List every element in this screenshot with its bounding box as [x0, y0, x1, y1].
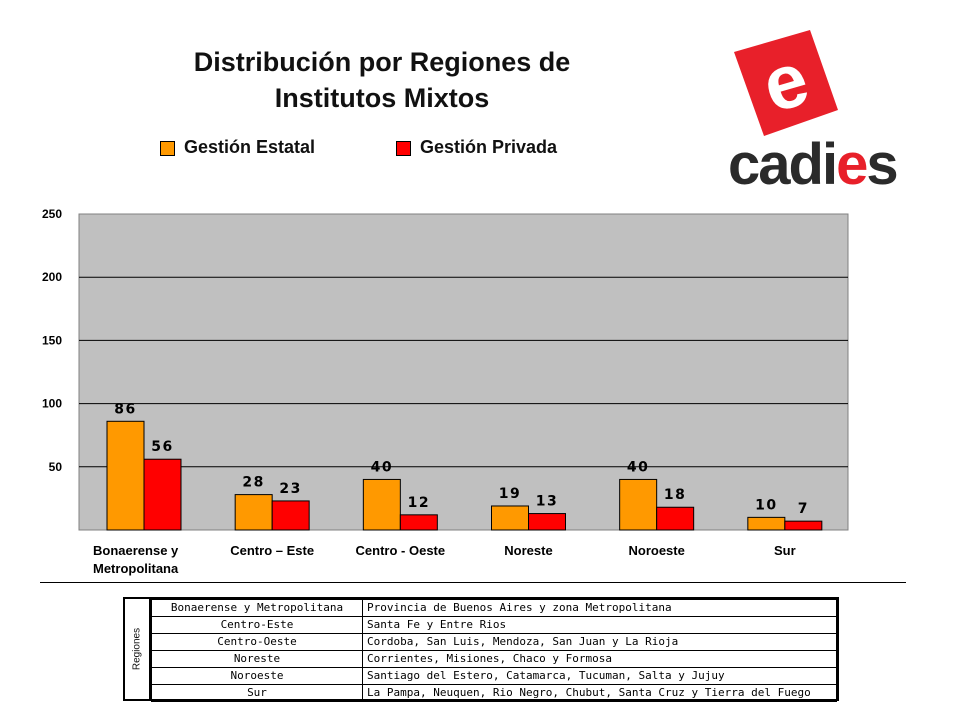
- bars: [106, 420, 823, 531]
- logo-red-square: [734, 30, 838, 136]
- region-name: Noreste: [151, 650, 363, 668]
- x-tick-label-line: Metropolitana: [93, 561, 179, 576]
- bar-privada: [399, 514, 438, 531]
- bar-chart: 86 56 28 23 40 12 19 13 40 18 10 7 50 100 150 200 250 B…: [42, 207, 849, 576]
- x-tick-label: Sur: [774, 543, 796, 558]
- bar-privada: [528, 513, 566, 531]
- bar-estatal: [362, 478, 401, 531]
- bar-estatal: [747, 516, 786, 531]
- x-tick-label-line: Sur: [774, 543, 796, 558]
- region-provinces: Corrientes, Misiones, Chaco y Formosa: [362, 650, 837, 668]
- legend-label-estatal: Gestión Estatal: [184, 137, 316, 157]
- y-tick-label: 50: [49, 460, 63, 474]
- logo-word-end: s: [866, 132, 896, 194]
- table-row: Centro-Este Santa Fe y Entre Rios: [151, 616, 837, 634]
- table-row: Sur La Pampa, Neuquen, Rio Negro, Chubut…: [151, 684, 837, 702]
- bar-value-label: 40: [627, 459, 649, 475]
- bar-value-label: 56: [151, 439, 173, 455]
- logo-word-accent: e: [836, 132, 867, 194]
- cadies-logo: e cadies: [728, 30, 899, 194]
- x-axis-labels: Bonaerense y Metropolitana Centro – Este Ce…: [93, 543, 796, 576]
- x-tick-label-line: Bonaerense y: [93, 543, 179, 558]
- x-tick-label-line: Noroeste: [628, 543, 684, 558]
- x-tick-label-line: Centro - Oeste: [356, 543, 446, 558]
- y-axis-ticks: 50 100 150 200 250: [42, 207, 62, 474]
- regions-side-label-cell: Regiones: [125, 599, 151, 699]
- bar-privada: [784, 520, 823, 531]
- x-tick-label: Noreste: [504, 543, 552, 558]
- bar-estatal: [619, 478, 658, 531]
- bar-value-label: 28: [242, 475, 264, 491]
- x-tick-label: Noroeste: [628, 543, 684, 558]
- chart-title-line-2: Institutos Mixtos: [274, 83, 490, 113]
- bar-value-label: 19: [499, 486, 521, 502]
- value-labels: 86 56 28 23 40 12 19 13 40 18 10 7: [114, 401, 809, 517]
- x-tick-label: Centro - Oeste: [356, 543, 446, 558]
- x-tick-label: Centro – Este: [230, 543, 314, 558]
- region-provinces: Cordoba, San Luis, Mendoza, San Juan y L…: [362, 633, 837, 651]
- bar-value-label: 18: [664, 487, 686, 503]
- bar-privada: [271, 500, 310, 531]
- y-tick-label: 100: [42, 397, 62, 411]
- y-tick-label: 200: [42, 270, 62, 284]
- bar-value-label: 13: [536, 494, 558, 510]
- region-name: Centro-Oeste: [151, 633, 363, 651]
- table-row: Bonaerense y Metropolitana Provincia de …: [151, 599, 837, 617]
- bar-estatal: [106, 420, 145, 531]
- region-provinces: Santa Fe y Entre Rios: [362, 616, 837, 634]
- bar-estatal: [491, 505, 529, 531]
- legend-swatch-estatal: [160, 141, 175, 156]
- regions-table: Bonaerense y Metropolitana Provincia de …: [151, 599, 837, 702]
- table-row: Noreste Corrientes, Misiones, Chaco y Fo…: [151, 650, 837, 668]
- region-provinces: Santiago del Estero, Catamarca, Tucuman,…: [362, 667, 837, 685]
- bar-value-label: 86: [114, 401, 136, 417]
- legend-swatch-privada: [396, 141, 411, 156]
- legend-label-privada: Gestión Privada: [420, 137, 558, 157]
- bar-privada: [143, 458, 182, 531]
- logo-word-main: cadi: [728, 132, 836, 194]
- table-row: Centro-Oeste Cordoba, San Luis, Mendoza,…: [151, 633, 837, 651]
- table-row: Noroeste Santiago del Estero, Catamarca,…: [151, 667, 837, 685]
- regions-side-label: Regiones: [131, 627, 143, 671]
- logo-word: cadies: [728, 132, 897, 194]
- x-tick-label-line: Centro – Este: [230, 543, 314, 558]
- region-name: Bonaerense y Metropolitana: [151, 599, 363, 617]
- bar-value-label: 10: [755, 497, 777, 513]
- bar-estatal: [234, 494, 273, 531]
- region-provinces: Provincia de Buenos Aires y zona Metropo…: [362, 599, 837, 617]
- chart-title: Distribución por Regiones de Institutos …: [122, 44, 642, 116]
- bar-value-label: 23: [279, 481, 301, 497]
- separator-line: [40, 582, 906, 583]
- chart-title-line-1: Distribución por Regiones de: [193, 47, 571, 77]
- y-tick-label: 250: [42, 207, 62, 221]
- x-tick-label: Bonaerense y Metropolitana: [93, 543, 179, 576]
- region-name: Noroeste: [151, 667, 363, 685]
- regions-table-container: Regiones Bonaerense y Metropolitana Prov…: [123, 597, 839, 702]
- bar-value-label: 7: [798, 501, 809, 517]
- region-name: Sur: [151, 684, 363, 702]
- gridlines: [79, 276, 848, 468]
- region-name: Centro-Este: [151, 616, 363, 634]
- bar-value-label: 12: [408, 495, 430, 511]
- plot-background: [78, 213, 849, 531]
- region-provinces: La Pampa, Neuquen, Rio Negro, Chubut, Sa…: [362, 684, 837, 702]
- y-tick-label: 150: [42, 333, 62, 347]
- x-tick-label-line: Noreste: [504, 543, 552, 558]
- bar-privada: [656, 506, 695, 531]
- bar-value-label: 40: [371, 459, 393, 475]
- plot-area: [78, 213, 849, 531]
